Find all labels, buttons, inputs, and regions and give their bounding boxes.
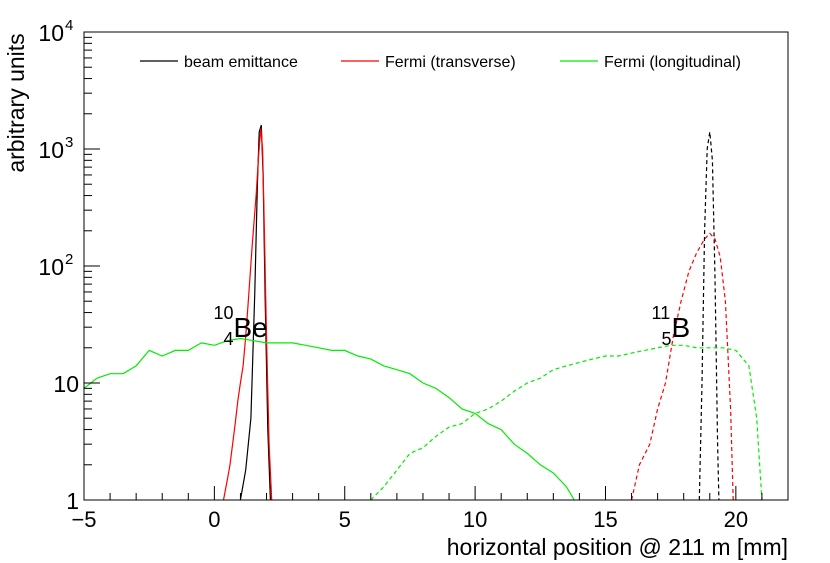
isotope-atomic-number: 4 [223, 329, 233, 349]
y-tick-exponent: 3 [65, 134, 73, 151]
isotope-label-be: 10 4 Be [213, 303, 267, 349]
series-be-fermi-longitudinal [83, 337, 575, 501]
y-axis-title: arbitrary units [3, 33, 29, 172]
x-tick-label: −5 [71, 507, 96, 532]
legend-label: beam emittance [184, 54, 298, 71]
isotope-element-symbol: B [672, 312, 691, 343]
isotope-annotations: 10 4 Be 11 5 B [213, 303, 690, 349]
x-tick-label: 5 [339, 507, 351, 532]
series-b-fermi-transverse [631, 232, 734, 501]
x-tick-label: 15 [593, 507, 617, 532]
y-tick-label: 10 [38, 20, 64, 46]
plot-curves [83, 124, 763, 501]
y-tick-exponent: 2 [65, 251, 73, 268]
isotope-element-symbol: Be [233, 312, 267, 343]
isotope-mass-number: 11 [652, 303, 671, 323]
isotope-mass-number: 10 [213, 303, 233, 323]
series-be-fermi-transverse [222, 128, 273, 501]
legend-label: Fermi (longitudinal) [604, 54, 741, 71]
series-be-beam-emittance [239, 124, 271, 501]
isotope-atomic-number: 5 [662, 329, 672, 349]
x-tick-label: 20 [724, 507, 748, 532]
isotope-label-b: 11 5 B [652, 303, 691, 349]
x-tick-label: 10 [463, 507, 487, 532]
y-tick-label: 10 [53, 371, 79, 397]
plot-frame [83, 31, 789, 501]
y-tick-label: 10 [38, 137, 64, 163]
legend: beam emittance Fermi (transverse) Fermi (l… [140, 54, 741, 71]
y-tick-label: 10 [38, 254, 64, 280]
x-tick-label: 0 [208, 507, 220, 532]
series-b-fermi-longitudinal [370, 344, 763, 501]
y-axis-title-group: arbitrary units [3, 33, 29, 172]
series-b-beam-emittance [698, 131, 720, 501]
legend-label: Fermi (transverse) [385, 54, 516, 71]
x-axis-title: horizontal position @ 211 m [mm] [447, 534, 788, 560]
y-tick-exponent: 4 [65, 17, 73, 34]
y-tick-label: 1 [66, 488, 79, 514]
